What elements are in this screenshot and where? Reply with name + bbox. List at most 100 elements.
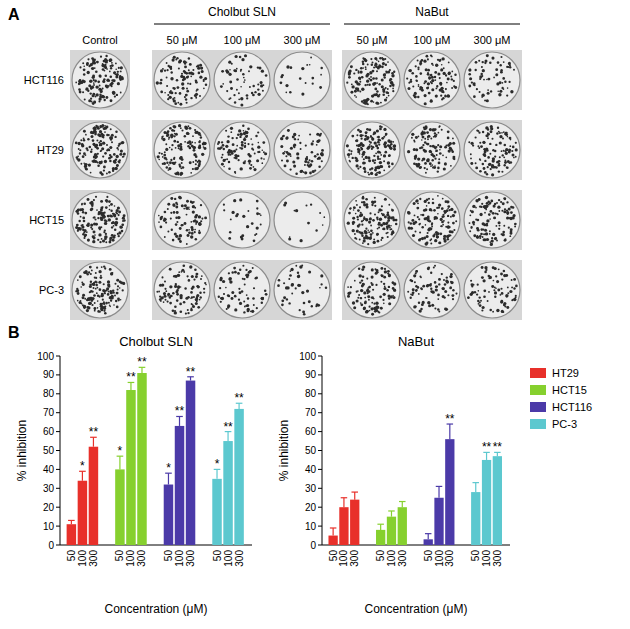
colony [251,222,254,225]
colony [376,233,379,236]
colony [505,132,508,135]
colony [229,81,232,84]
colony [350,153,352,155]
colony [318,165,321,168]
colony [170,159,172,161]
colony [96,93,99,96]
colony [387,161,390,164]
colony [198,215,201,218]
colony [160,69,163,72]
colony [112,91,115,94]
colony [120,92,122,94]
colony [424,162,427,165]
colony [115,63,117,65]
colony [470,162,473,165]
colony [164,211,167,214]
colony [192,146,195,149]
colony [246,135,248,137]
colony [80,139,82,141]
colony [85,134,87,136]
colony [162,135,164,137]
colony [179,92,182,95]
colony [241,58,244,61]
colony [376,166,379,169]
colony [362,134,364,136]
colony [472,144,474,146]
colony [109,239,111,241]
colony [256,207,258,209]
colony [360,67,363,70]
colony [499,90,502,93]
colony [413,148,416,151]
colony [415,136,418,139]
colony [293,143,296,146]
colony [502,88,504,90]
plate-frame [70,120,130,180]
colony [360,138,362,140]
colony [471,81,473,83]
colony [89,80,92,83]
colony [503,61,505,63]
colony [484,151,486,153]
colony [237,133,240,136]
colony [502,154,504,156]
colony [181,224,183,226]
colony [484,99,486,101]
colony [89,202,91,204]
colony [479,158,481,160]
colony [381,205,383,207]
colony [468,73,471,76]
colony [173,125,176,128]
plate-frame [152,50,212,110]
colony [91,228,93,230]
colony [421,59,424,62]
plate [212,120,272,180]
colony [175,206,178,209]
colony [393,148,396,151]
colony [160,91,163,94]
colony [236,68,238,70]
colony [390,225,392,227]
colony [494,155,496,157]
colony [191,141,193,143]
colony [473,82,476,85]
colony [111,226,113,228]
colony [487,166,489,168]
colony [221,70,224,73]
colony [223,204,225,206]
colony [174,232,177,235]
colony [361,76,363,78]
colony [370,172,373,175]
colony [432,128,435,131]
colony [309,159,311,161]
colony [471,142,474,145]
colony [511,150,513,152]
colony [234,101,236,103]
colony [515,156,517,158]
colony [171,229,173,231]
colony [435,87,437,89]
colony [367,147,369,149]
colony [504,164,506,166]
colony [445,156,447,158]
colony [200,136,202,138]
colony [100,150,102,152]
colony [385,63,388,66]
colony [436,154,438,156]
colony [259,67,262,70]
colony [163,154,166,157]
colony [440,83,442,85]
colony [363,201,366,204]
colony [451,71,453,73]
colony [388,165,390,167]
plate-dish [72,122,128,178]
colony [386,228,388,230]
colony [100,144,103,147]
colony [168,167,171,170]
colony [487,128,489,130]
colony [170,91,173,94]
colony [184,204,187,207]
colonies [468,54,515,102]
colony [362,153,365,156]
colony [236,137,238,139]
